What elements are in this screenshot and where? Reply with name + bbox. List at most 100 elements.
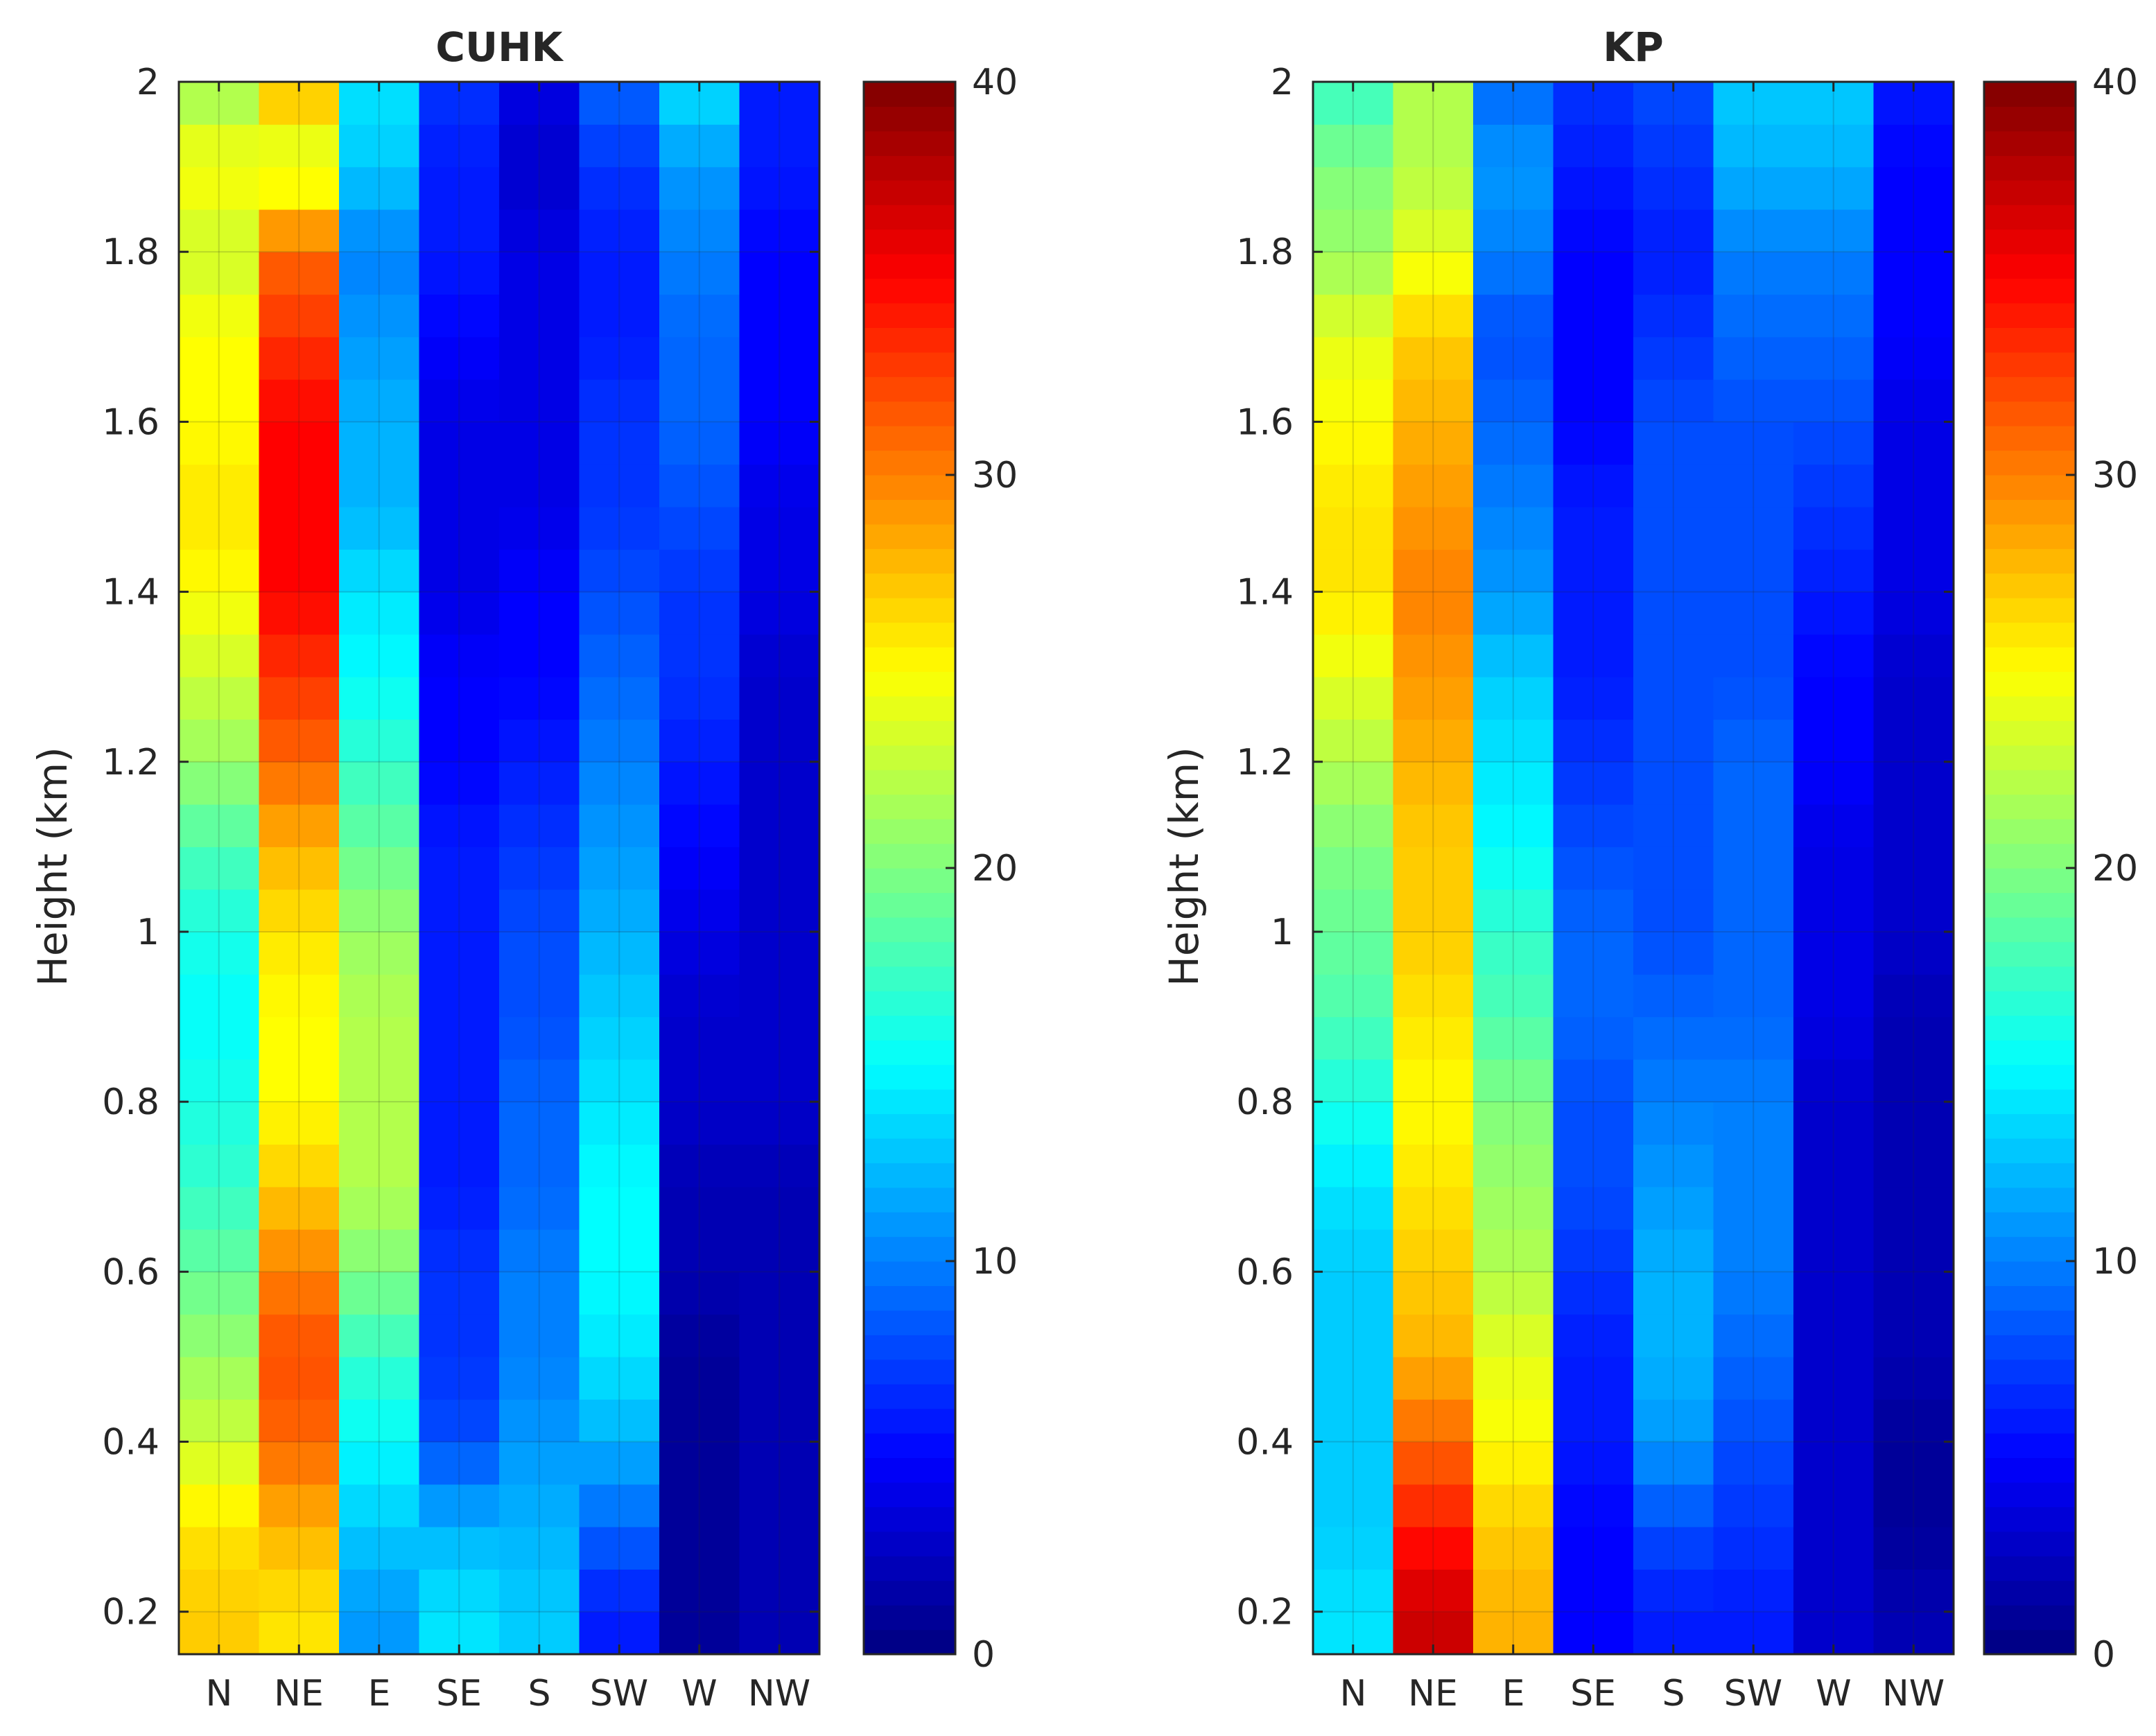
colorbar-tick-label: 40: [972, 62, 1018, 103]
colorbar-swatch: [864, 745, 955, 770]
heatmap-cell: [1393, 974, 1474, 1018]
heatmap-cell: [179, 1016, 260, 1060]
heatmap-cell: [659, 252, 740, 295]
heatmap-cell: [1633, 506, 1714, 550]
heatmap-cell: [499, 889, 580, 932]
heatmap-cell: [1793, 209, 1875, 252]
heatmap-cell: [1793, 252, 1875, 295]
colorbar-swatch: [864, 868, 955, 894]
heatmap-cell: [1313, 1016, 1394, 1060]
heatmap-cell: [1393, 1102, 1474, 1145]
colorbar-swatch: [864, 1064, 955, 1090]
heatmap-cell: [1633, 1186, 1714, 1230]
heatmap-cell: [739, 1441, 820, 1485]
colorbar-tick-label: 20: [2092, 848, 2138, 889]
heatmap-cell: [579, 719, 660, 763]
heatmap-cell: [259, 422, 340, 465]
heatmap-cell: [179, 1186, 260, 1230]
heatmap-cell: [339, 1144, 420, 1188]
heatmap-cell: [1873, 677, 1954, 720]
colorbar-swatch: [1984, 450, 2076, 476]
heatmap-cell: [419, 1016, 500, 1060]
colorbar: [1984, 80, 2076, 1656]
heatmap-cell: [1313, 719, 1394, 763]
y-tick-labels: 0.2 0.4 0.6 0.8 1 1.2 1.4 1.6 1.8 2: [1236, 62, 1294, 1633]
heatmap-cell: [739, 1356, 820, 1400]
heatmap-cell: [179, 549, 260, 593]
heatmap-cell: [659, 1399, 740, 1443]
heatmap-cell: [1393, 209, 1474, 252]
heatmap-cell: [659, 464, 740, 507]
heatmap-cell: [259, 252, 340, 295]
heatmap-cell: [1393, 422, 1474, 465]
heatmap-cell: [1473, 1102, 1554, 1145]
colorbar-swatch: [1984, 1064, 2076, 1090]
heatmap-cell: [659, 931, 740, 975]
colorbar-swatch: [864, 720, 955, 746]
heatmap-cell: [1713, 634, 1794, 677]
heatmap-cell: [1793, 804, 1875, 847]
heatmap-cell: [179, 1229, 260, 1272]
heatmap-cell: [499, 166, 580, 210]
colorbar-swatch: [864, 794, 955, 819]
heatmap-cell: [1553, 889, 1634, 932]
colorbar-swatch: [1984, 647, 2076, 672]
heatmap-cell: [1713, 209, 1794, 252]
colorbar-swatch: [1984, 475, 2076, 501]
colorbar-swatch: [864, 1457, 955, 1483]
panel-kp: KP N NE E SE S SW W NW 0.2 0.4 0.6 0.8 1…: [1160, 24, 2138, 1715]
heatmap-cell: [659, 1356, 740, 1400]
heatmap-cell: [1713, 931, 1794, 975]
colorbar-swatch: [1984, 327, 2076, 353]
heatmap-cell: [579, 379, 660, 422]
heatmap-cell: [499, 591, 580, 635]
heatmap-cell: [1633, 1441, 1714, 1485]
heatmap-cell: [659, 1527, 740, 1570]
heatmap-cell: [1313, 422, 1394, 465]
heatmap-cell: [1633, 804, 1714, 847]
heatmap-cell: [1793, 1229, 1875, 1272]
heatmap-cell: [179, 379, 260, 422]
heatmap-cell: [659, 209, 740, 252]
heatmap-cell: [1473, 1016, 1554, 1060]
heatmap-cell: [1553, 1229, 1634, 1272]
heatmap-cell: [339, 634, 420, 677]
heatmap-cells: [179, 80, 820, 1655]
heatmap-cell: [1393, 804, 1474, 847]
colorbar-swatch: [1984, 155, 2076, 181]
colorbar-swatch: [1984, 892, 2076, 918]
heatmap-cell: [1393, 1356, 1474, 1400]
colorbar-swatch: [864, 106, 955, 132]
heatmap-cell: [1553, 1016, 1634, 1060]
heatmap-cell: [1553, 847, 1634, 890]
heatmap-cell: [1393, 719, 1474, 763]
colorbar-swatch: [1984, 573, 2076, 598]
heatmap-cell: [1393, 1569, 1474, 1613]
heatmap-cell: [1793, 1271, 1875, 1315]
colorbar-swatch: [1984, 1187, 2076, 1213]
heatmap-cell: [1473, 379, 1554, 422]
heatmap-cell: [659, 1059, 740, 1102]
heatmap-cell: [1793, 761, 1875, 805]
heatmap-cell: [579, 1356, 660, 1400]
heatmap-cell: [579, 1271, 660, 1315]
colorbar-swatch: [1984, 523, 2076, 549]
heatmap-cell: [1793, 1399, 1875, 1443]
heatmap-cell: [419, 124, 500, 168]
y-tick-label: 1: [137, 912, 159, 953]
heatmap-cell: [339, 379, 420, 422]
heatmap-cell: [659, 1271, 740, 1315]
heatmap-cell: [739, 1314, 820, 1357]
heatmap-cell: [179, 124, 260, 168]
heatmap-cell: [179, 719, 260, 763]
heatmap-cell: [419, 294, 500, 338]
heatmap-cell: [739, 719, 820, 763]
heatmap-cell: [1313, 1356, 1394, 1400]
colorbar-swatch: [864, 1482, 955, 1507]
heatmap-cell: [1393, 1441, 1474, 1485]
heatmap-cell: [659, 677, 740, 720]
heatmap-cell: [1553, 1144, 1634, 1188]
heatmap-cell: [1633, 1059, 1714, 1102]
heatmap-cell: [1713, 549, 1794, 593]
colorbar-frame: [1983, 80, 2077, 1656]
